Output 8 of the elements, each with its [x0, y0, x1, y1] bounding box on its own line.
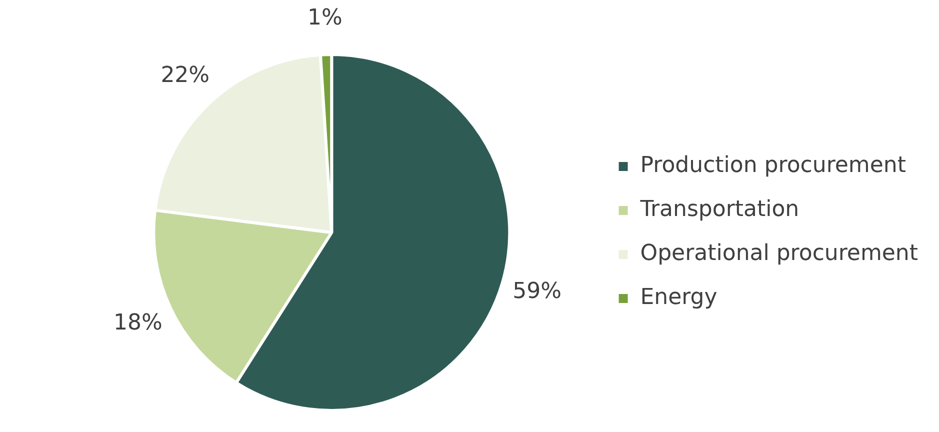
data-label: 22% — [160, 63, 210, 88]
data-label: 1% — [307, 5, 342, 30]
legend-label: Production procurement — [640, 153, 906, 178]
data-label: 59% — [512, 278, 562, 304]
legend-label: Energy — [640, 285, 718, 310]
legend-label: Transportation — [639, 197, 800, 222]
legend-label: Operational procurement — [640, 241, 918, 266]
data-label: 18% — [114, 310, 162, 336]
